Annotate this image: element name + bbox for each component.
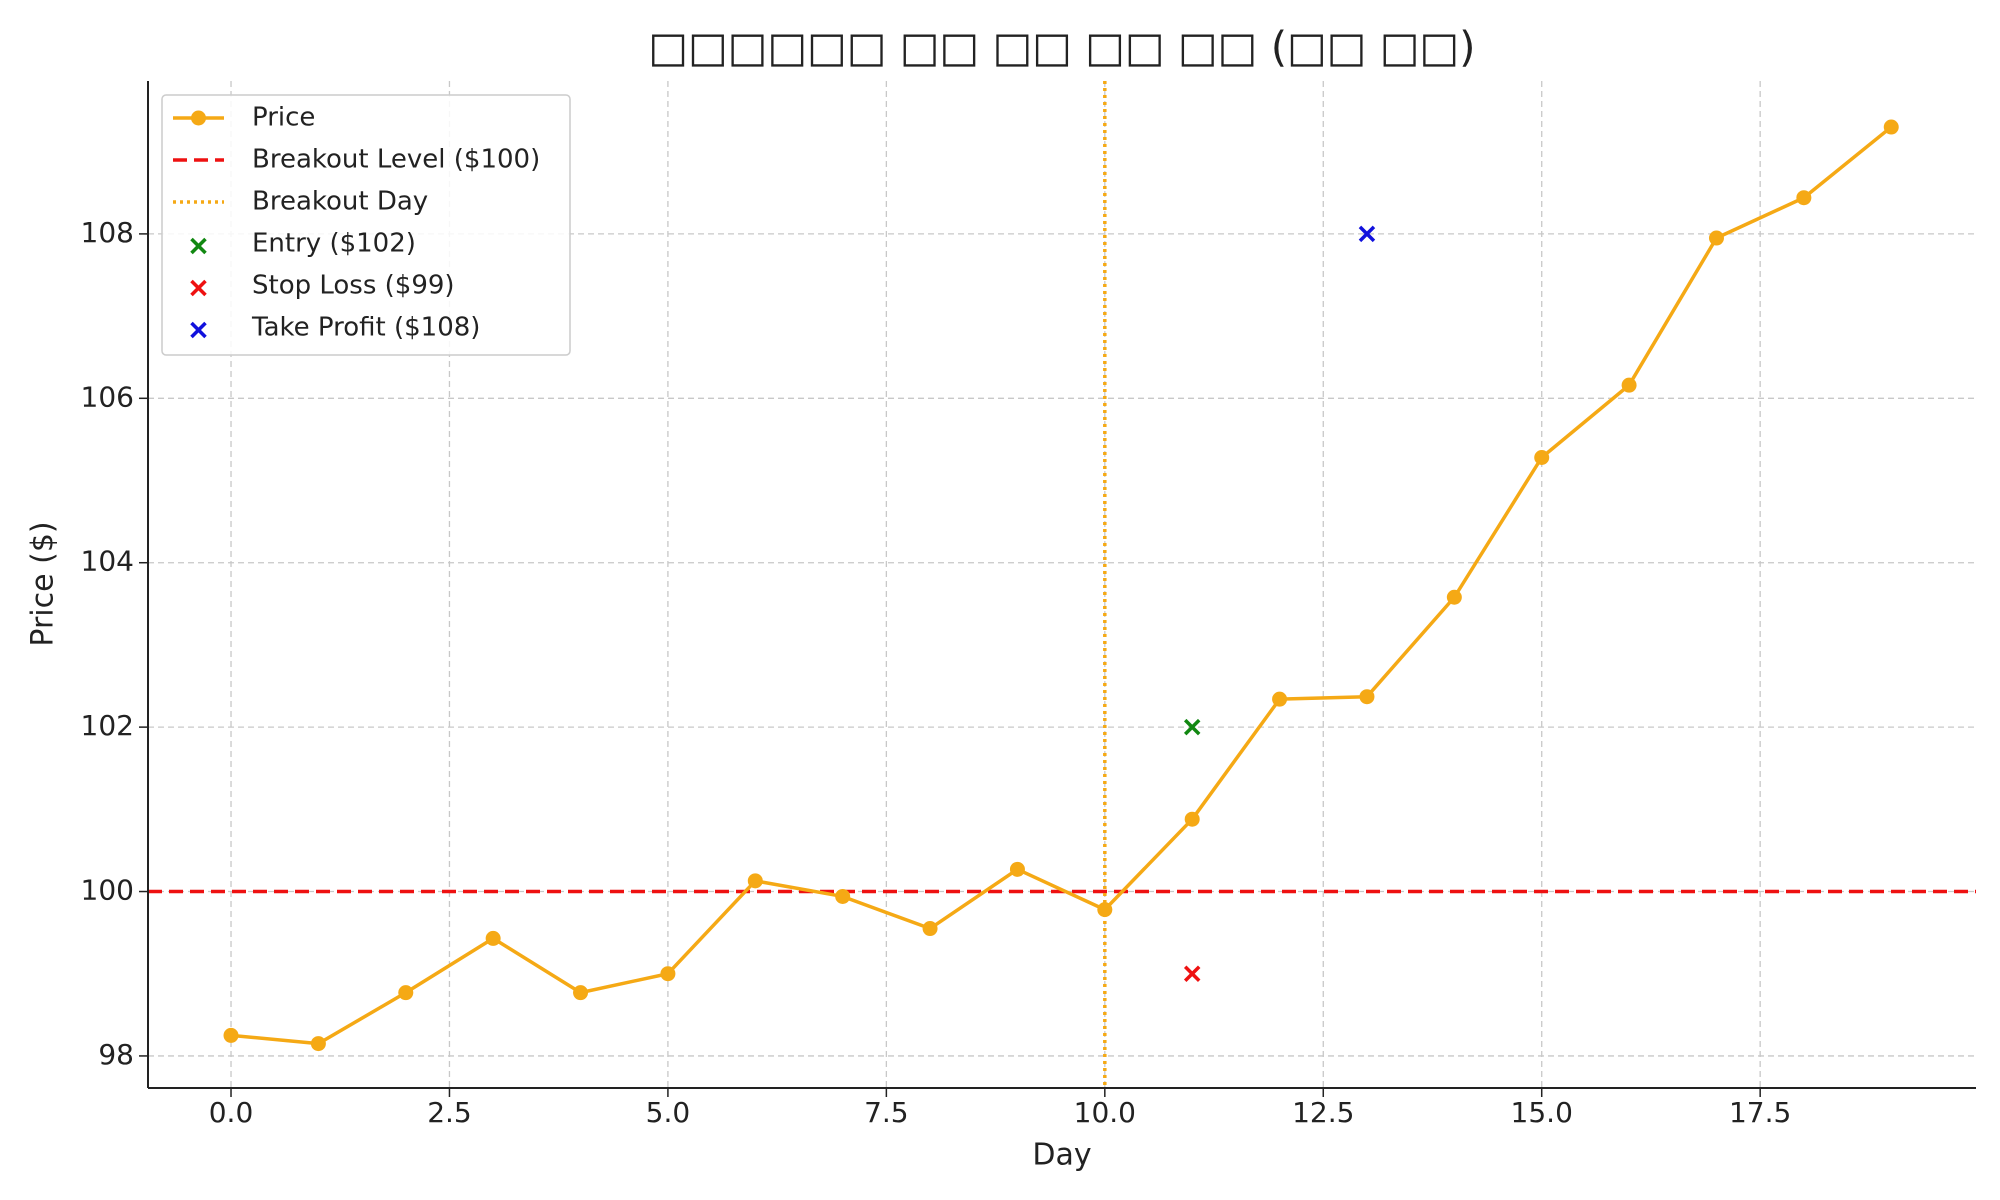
legend-box [161, 94, 571, 356]
y-tick-label: 100 [81, 874, 134, 907]
legend-label: Stop Loss ($99) [252, 271, 455, 301]
legend-swatch [190, 279, 207, 297]
price-point [573, 985, 589, 1001]
price-line [230, 125, 1893, 1046]
x-tick-label: 0.0 [209, 1096, 254, 1129]
signal-marker [1358, 225, 1376, 243]
price-point [1184, 811, 1200, 827]
legend-swatch [191, 110, 206, 126]
price-point [310, 1036, 326, 1052]
x-tick-label: 17.5 [1729, 1096, 1791, 1129]
marker-stroke [190, 321, 207, 339]
y-tick-label: 104 [81, 545, 134, 578]
price-point [835, 888, 851, 904]
marker-stroke [190, 279, 207, 297]
price-point [1272, 691, 1288, 707]
x-tick-label: 12.5 [1292, 1096, 1354, 1129]
x-tick-label: 7.5 [864, 1096, 909, 1129]
marker-stroke [1183, 718, 1201, 736]
price-point [223, 1027, 239, 1043]
price-point [1621, 377, 1637, 393]
legend-label: Breakout Day [252, 187, 428, 217]
marker-stroke [190, 237, 207, 255]
price-point [1796, 190, 1812, 206]
x-tick-label: 2.5 [427, 1096, 472, 1129]
legend-swatch [190, 237, 207, 255]
marker-stroke [1183, 965, 1201, 982]
legend-label: Breakout Level ($100) [252, 145, 540, 175]
price-point [1708, 230, 1724, 246]
x-tick-label: 10.0 [1074, 1096, 1136, 1129]
price-point [398, 985, 414, 1001]
price-point [747, 873, 763, 889]
price-point [660, 966, 676, 982]
price-point [1883, 119, 1899, 135]
price-point [1359, 689, 1375, 705]
legend-label: Take Profit ($108) [251, 313, 480, 343]
legend-label: Price [252, 103, 315, 133]
y-tick-label: 98 [98, 1038, 134, 1071]
x-axis-label: Day [1032, 1138, 1091, 1173]
signal-marker [1183, 965, 1201, 982]
price-point [1534, 449, 1550, 465]
y-tick-label: 102 [81, 709, 134, 742]
y-tick-label: 108 [81, 216, 134, 249]
y-axis-label: Price ($) [26, 521, 61, 646]
x-tick-label: 15.0 [1511, 1096, 1573, 1129]
signal-marker [1183, 718, 1201, 736]
legend-swatch [190, 321, 207, 339]
legend-label: Entry ($102) [252, 229, 416, 259]
price-point [1009, 861, 1025, 877]
x-tick-label: 5.0 [646, 1096, 691, 1129]
price-point [485, 930, 501, 946]
price-point [1446, 589, 1462, 605]
marker-stroke [1358, 225, 1376, 243]
price-point [922, 921, 938, 937]
y-tick-label: 106 [81, 380, 134, 413]
chart-title: □□□□□□ □□ □□ □□ □□ (□□ □□) [648, 23, 1475, 72]
